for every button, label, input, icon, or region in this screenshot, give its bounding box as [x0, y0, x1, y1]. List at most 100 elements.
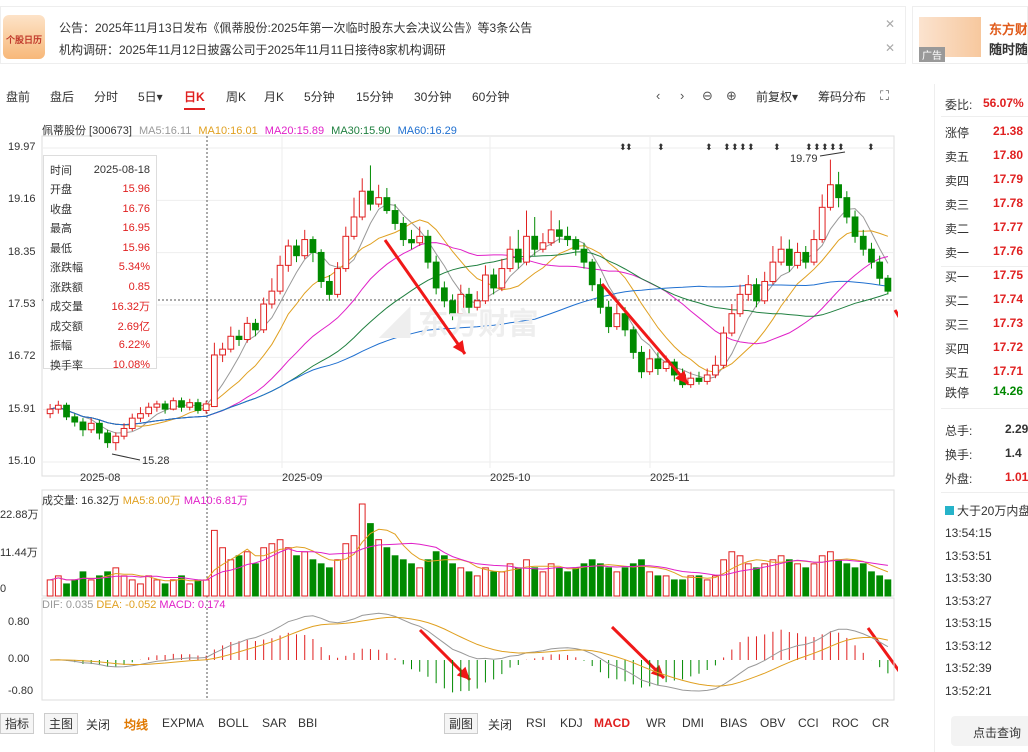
volume-tick: 0: [0, 583, 7, 595]
tab-weekly-k[interactable]: 周K: [226, 90, 247, 104]
price-tick: 19.97: [8, 141, 36, 153]
tooltip-key: 涨跌额: [50, 281, 83, 294]
dmi-button[interactable]: DMI: [682, 716, 704, 730]
chevron-left-icon[interactable]: ‹: [656, 88, 661, 103]
macd-tick: 0.00: [8, 653, 30, 665]
wr-button[interactable]: WR: [646, 716, 666, 730]
chip-distribution-button[interactable]: 筹码分布: [818, 90, 867, 104]
ad-banner[interactable]: 广告 东方财 随时随: [912, 6, 1028, 64]
tooltip-key: 成交量: [50, 301, 83, 314]
tooltip-key: 时间: [50, 164, 72, 177]
volume-ma10-line: [49, 542, 888, 581]
notice-banner[interactable]: 个股日历 公告：2025年11月13日发布《佩蒂股份:2025年第一次临时股东大…: [0, 6, 906, 64]
volume-bar: [868, 571, 875, 597]
candle-body: [293, 245, 300, 257]
price-panel: [41, 135, 895, 477]
red-arrow: [383, 239, 467, 355]
bid-row: 买五 17.71: [945, 364, 1028, 381]
announcement-text[interactable]: 公告：2025年11月13日发布《佩蒂股份:2025年第一次临时股东大会决议公告…: [59, 21, 533, 35]
volume-bar: [761, 563, 769, 597]
volume-bar: [818, 555, 826, 597]
query-button[interactable]: 点击查询: [951, 716, 1028, 746]
red-arrow-head: [452, 340, 465, 354]
volume-bar: [325, 567, 333, 597]
kdj-button[interactable]: KDJ: [560, 716, 583, 730]
roc-button[interactable]: ROC: [832, 716, 859, 730]
candle-tooltip: 时间 2025-08-18 开盘 15.96 收盘 16.76 最高 16.95 最低 15.96…: [43, 155, 157, 372]
indicator-button[interactable]: 指标: [0, 713, 35, 734]
tooltip-value: 15.96: [122, 241, 150, 254]
tab-60min[interactable]: 60分钟: [472, 90, 510, 104]
tooltip-row: 最低 15.96: [50, 238, 150, 258]
candle-body: [597, 284, 604, 308]
tooltip-row: 收盘 16.76: [50, 199, 150, 219]
candle-body: [145, 406, 153, 415]
bbi-button[interactable]: BBI: [298, 716, 318, 730]
close-icon[interactable]: ✕: [885, 17, 896, 31]
research-text[interactable]: 机构调研：2025年11月12日披露公司于2025年11月11日接待8家机构调研: [59, 43, 446, 57]
candle-body: [350, 216, 358, 237]
volume-bar: [457, 567, 465, 597]
expma-button[interactable]: EXPMA: [162, 716, 205, 730]
candle-body: [391, 210, 399, 224]
sar-button[interactable]: SAR: [262, 716, 287, 730]
rsi-button[interactable]: RSI: [526, 716, 547, 730]
tab-intraday[interactable]: 分时: [94, 90, 119, 104]
macd-button[interactable]: MACD: [594, 716, 630, 730]
macd-tick: -0.80: [8, 685, 34, 697]
adjust-select[interactable]: 前复权▾: [756, 90, 799, 104]
sub-chart-button[interactable]: 副图: [444, 713, 479, 734]
sub-close-button[interactable]: 关闭: [488, 718, 513, 732]
tab-daily-k[interactable]: 日K: [184, 88, 205, 110]
volume-bar: [334, 559, 341, 597]
fullscreen-icon[interactable]: ⛶: [880, 88, 890, 103]
bid-row-value: 17.71: [993, 364, 1024, 378]
chevron-right-icon[interactable]: ›: [680, 88, 685, 103]
tab-afterhours[interactable]: 盘后: [50, 90, 75, 104]
ma-button[interactable]: 均线: [124, 718, 149, 732]
candle-body: [761, 280, 769, 302]
ad-tag: 广告: [919, 47, 945, 62]
ma60-label: MA60:16.29: [397, 125, 457, 137]
boll-button[interactable]: BOLL: [218, 716, 249, 730]
event-marker-icon: ⬍: [705, 142, 713, 152]
candle-body: [399, 222, 407, 241]
main-close-button[interactable]: 关闭: [86, 718, 111, 732]
trade-time: 13:52:39: [945, 661, 992, 675]
tab-30min[interactable]: 30分钟: [414, 90, 452, 104]
volume-bar: [243, 551, 251, 597]
candle-body: [744, 284, 752, 295]
obv-button[interactable]: OBV: [760, 716, 786, 730]
main-chart-button[interactable]: 主图: [44, 713, 79, 734]
tab-monthly-k[interactable]: 月K: [264, 90, 285, 104]
bid-row-label: 买四: [945, 342, 970, 356]
zoom-in-icon[interactable]: ⊕: [726, 88, 737, 103]
tooltip-row: 开盘 15.96: [50, 180, 150, 200]
candle-body: [120, 427, 128, 437]
tab-15min[interactable]: 15分钟: [356, 90, 394, 104]
bias-button[interactable]: BIAS: [720, 716, 748, 730]
volume-bar: [794, 563, 801, 597]
watermark-logo: ◢ 东方财富: [378, 306, 538, 341]
close-icon[interactable]: ✕: [885, 41, 896, 55]
period-toolbar: 盘前 盘后 分时 5日▾ 日K 周K 月K 5分钟 15分钟 30分钟 60分钟…: [0, 84, 906, 110]
big-order-filter[interactable]: 大于20万内盘: [945, 502, 1028, 519]
tab-premarket[interactable]: 盘前: [6, 90, 31, 104]
tooltip-value: 16.76: [122, 202, 150, 215]
zoom-out-icon[interactable]: ⊖: [702, 88, 713, 103]
candle-body: [252, 322, 259, 331]
cr-button[interactable]: CR: [872, 716, 890, 730]
volume-bar: [137, 583, 144, 597]
cci-button[interactable]: CCI: [798, 716, 819, 730]
stat-row-label: 换手:: [945, 448, 973, 462]
indicator-bar: 指标 主图 关闭 均线 EXPMA BOLL SAR BBI 副图 关闭 RSI…: [0, 710, 906, 736]
candle-body: [408, 239, 415, 244]
volume-bar: [54, 575, 62, 597]
tooltip-key: 最高: [50, 223, 72, 236]
ask-row: 卖三 17.78: [945, 196, 1028, 213]
volume-bar: [753, 567, 760, 597]
volume-bar: [613, 571, 621, 597]
tab-5day[interactable]: 5日▾: [138, 90, 163, 104]
tab-5min[interactable]: 5分钟: [304, 90, 335, 104]
